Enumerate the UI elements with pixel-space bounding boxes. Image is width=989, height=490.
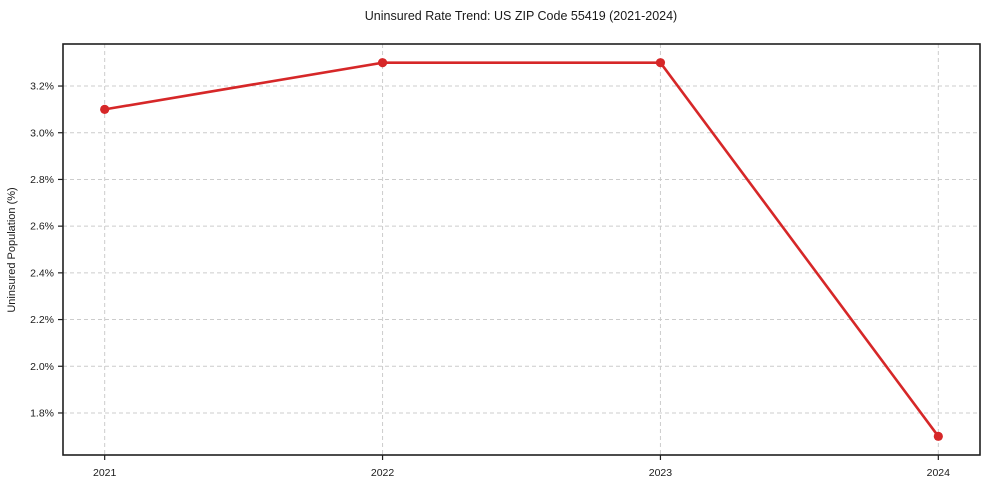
chart-title: Uninsured Rate Trend: US ZIP Code 55419 …: [365, 9, 677, 23]
y-tick-label: 1.8%: [30, 408, 54, 420]
x-tick-label: 2022: [371, 467, 395, 479]
y-tick-label: 2.8%: [30, 174, 54, 186]
trend-line: [103, 61, 940, 438]
x-tick-label: 2024: [927, 467, 951, 479]
plot-area: 3.2% 3.0% 2.8% 2.6% 2.4% 2.2% 2.0% 1.8% 2021 2022…: [30, 43, 981, 479]
x-tick-label: 2021: [93, 467, 117, 479]
y-tick-label: 2.4%: [30, 267, 54, 279]
data-point: [377, 58, 388, 68]
y-tick-label: 2.6%: [30, 221, 54, 233]
y-tick-label: 2.0%: [30, 361, 54, 373]
x-tick-label: 2023: [649, 467, 673, 479]
y-tick-label: 2.2%: [30, 314, 54, 326]
data-point: [933, 431, 943, 441]
y-tick-label: 3.2%: [30, 81, 54, 93]
y-axis-label: Uninsured Population (%): [6, 187, 18, 312]
plot-border: [62, 43, 981, 456]
data-point: [100, 104, 110, 114]
data-point: [655, 58, 666, 68]
y-tick-label: 3.0%: [30, 127, 54, 139]
